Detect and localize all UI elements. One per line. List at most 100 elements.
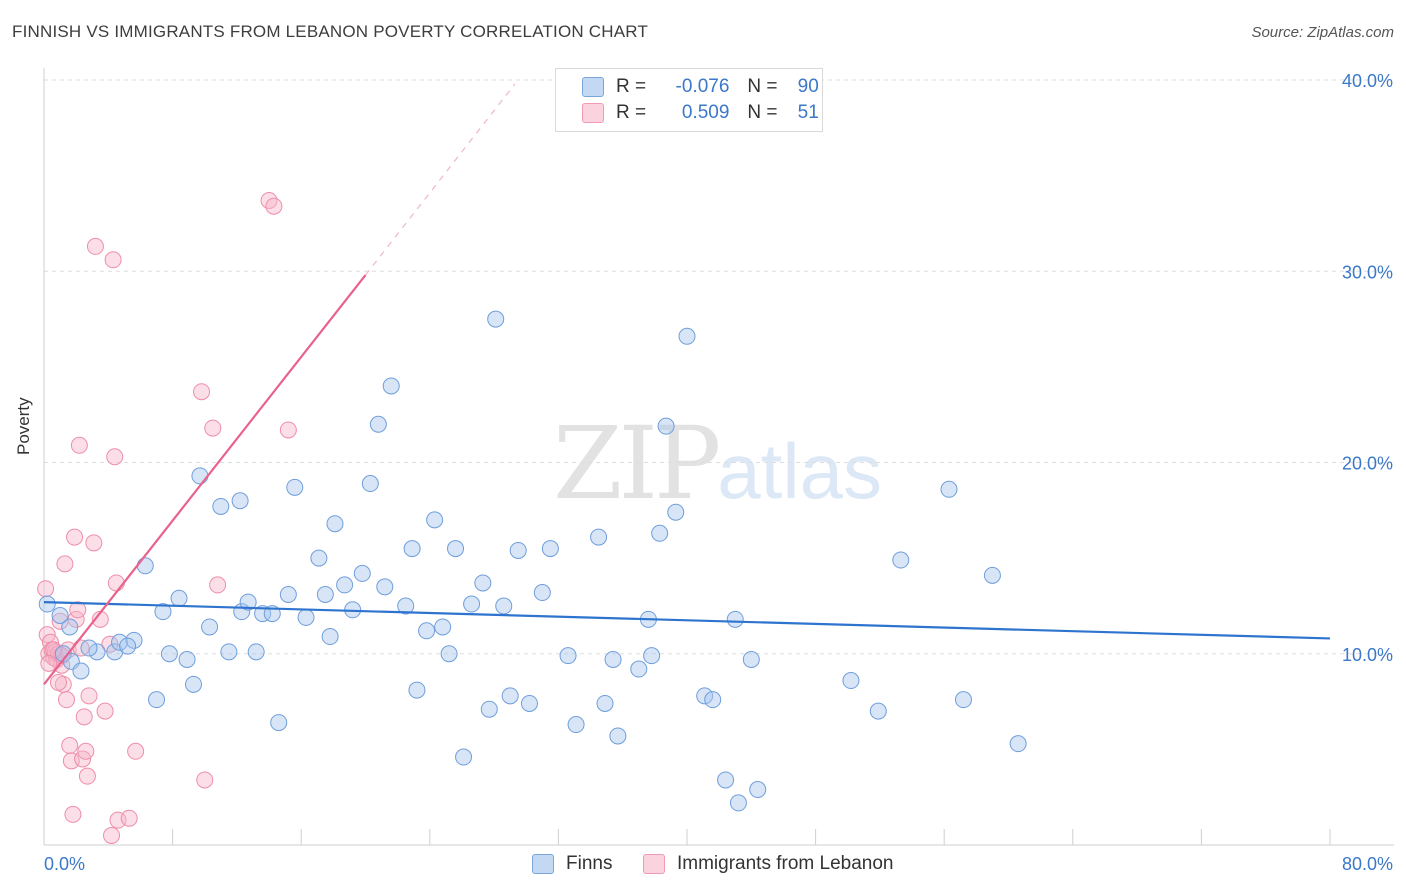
y-tick-label: 40.0% [1342, 71, 1393, 91]
finns-point [892, 551, 910, 569]
lebanon-point [96, 702, 114, 720]
finns-point [434, 618, 452, 636]
finns-point [495, 597, 513, 615]
lebanon-point [265, 197, 283, 215]
finns-point [455, 748, 473, 766]
watermark: ZIPatlas [553, 405, 882, 522]
finns-point [596, 694, 614, 712]
finns-point [297, 608, 315, 626]
finns-point [376, 578, 394, 596]
watermark-atlas: atlas [717, 427, 883, 515]
finns-point [148, 691, 166, 709]
finns-point [474, 574, 492, 592]
lebanon-point [78, 767, 96, 785]
finns-point [111, 633, 129, 651]
tick-labels: 10.0% 20.0% 30.0% 40.0% 0.0% 80.0% [44, 71, 1393, 874]
finns-point [696, 687, 714, 705]
lebanon-points [37, 191, 297, 844]
finns-point [201, 618, 219, 636]
lebanon-point [45, 641, 63, 659]
finns-point [440, 645, 458, 663]
finns-point [403, 540, 421, 558]
finns-point [717, 771, 735, 789]
finns-swatch [582, 77, 604, 97]
n-label: N = [747, 76, 778, 97]
lebanon-point [107, 574, 125, 592]
lebanon-point [49, 673, 67, 691]
lebanon-point [69, 601, 87, 619]
finns-point [286, 478, 304, 496]
lebanon-point [279, 421, 297, 439]
finns-point [520, 694, 538, 712]
finns-point [643, 647, 661, 665]
lebanon-point [37, 580, 55, 598]
finns-point [447, 540, 465, 558]
finns-point [239, 593, 257, 611]
lebanon-point [66, 528, 84, 546]
lebanon-point [64, 805, 82, 823]
finns-point [270, 714, 288, 732]
finns-point [170, 589, 188, 607]
x-tick-label: 0.0% [44, 854, 85, 874]
finns-point [842, 672, 860, 690]
lebanon-n-value: 51 [797, 102, 819, 123]
finns-point [418, 622, 436, 640]
chart-title: FINNISH VS IMMIGRANTS FROM LEBANON POVER… [12, 22, 649, 41]
finns-legend-label: Finns [566, 853, 613, 874]
finns-point [184, 675, 202, 693]
lebanon-point [70, 436, 88, 454]
lebanon-trend-line [43, 274, 367, 686]
finns-point [651, 524, 669, 542]
lebanon-point [58, 691, 76, 709]
lebanon-point [56, 555, 74, 573]
finns-point [316, 585, 334, 603]
finns-point [178, 650, 196, 668]
bottom-legend-finns: Finns [532, 852, 612, 876]
lebanon-point [120, 809, 138, 827]
finns-point [940, 480, 958, 498]
finns-point [541, 540, 559, 558]
legend-row-lebanon: R = 0.509 N = 51 [582, 100, 819, 126]
finns-point [369, 415, 387, 433]
lebanon-point [127, 742, 145, 760]
lebanon-point [61, 737, 79, 755]
finns-point [125, 631, 143, 649]
finns-point [509, 541, 527, 559]
finns-point [353, 564, 371, 582]
lebanon-trend-extension [365, 83, 516, 276]
finns-point [487, 310, 505, 328]
lebanon-swatch [643, 854, 665, 874]
finns-n-value: 90 [797, 76, 819, 97]
finns-point [609, 727, 627, 745]
n-label: N = [747, 102, 778, 123]
y-tick-label: 10.0% [1342, 645, 1393, 665]
y-axis-label: Poverty [14, 397, 33, 455]
finns-point [749, 781, 767, 799]
y-tick-label: 30.0% [1342, 262, 1393, 282]
finns-point [567, 716, 585, 734]
finns-point [426, 511, 444, 529]
finns-point [501, 687, 519, 705]
finns-point [254, 605, 272, 623]
finns-point [136, 557, 154, 575]
finns-point [220, 643, 238, 661]
finns-point [88, 643, 106, 661]
finns-point [726, 610, 744, 628]
lebanon-point [204, 419, 222, 437]
finns-point [1009, 735, 1027, 753]
finns-point [408, 681, 426, 699]
grid-lines [44, 79, 1394, 655]
lebanon-point [85, 534, 103, 552]
finns-point [604, 650, 622, 668]
finns-point [212, 497, 230, 515]
lebanon-point [86, 237, 104, 255]
lebanon-point [40, 654, 58, 672]
lebanon-legend-label: Immigrants from Lebanon [677, 853, 894, 874]
finns-point [678, 327, 696, 345]
finns-point [463, 595, 481, 613]
finns-point [729, 794, 747, 812]
finns-point [61, 618, 79, 636]
source-label: Source: ZipAtlas.com [1251, 24, 1394, 41]
finns-swatch [532, 854, 554, 874]
